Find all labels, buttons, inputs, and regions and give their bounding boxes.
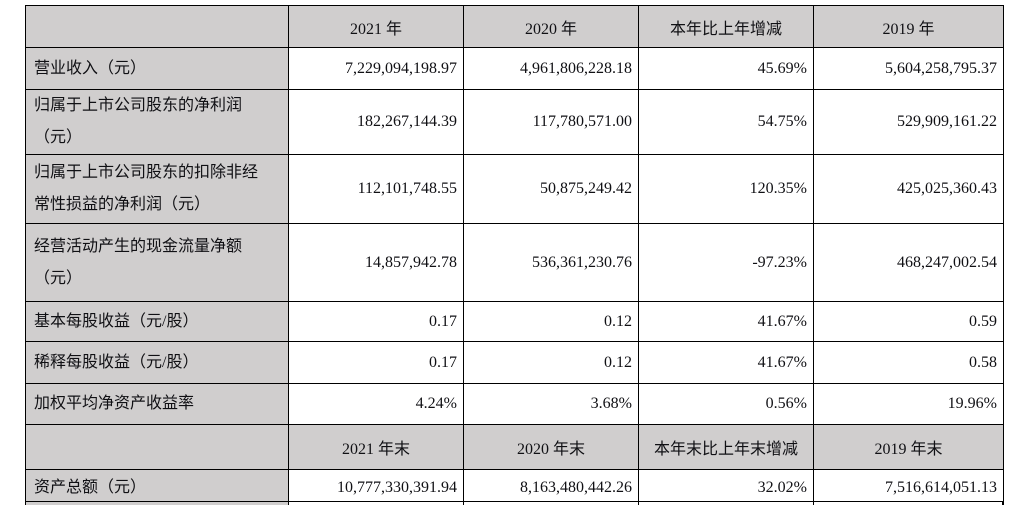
value-2021: 0.17 (288, 301, 464, 342)
partial-value-cell (638, 502, 813, 505)
table-row-total-assets: 资产总额（元） 10,777,330,391.94 8,163,480,442.… (25, 469, 1004, 505)
row-label: 归属于上市公司股东的净利润（元） (25, 89, 289, 155)
header-2019: 2019 年 (813, 5, 1004, 48)
value-2019: 0.59 (813, 301, 1004, 342)
row-label: 基本每股收益（元/股） (25, 301, 289, 342)
table-row-diluted-eps: 稀释每股收益（元/股） 0.17 0.12 41.67% 0.58 (25, 341, 1004, 384)
partial-value-cell (813, 502, 1003, 505)
header-empty-cell (25, 424, 289, 470)
partial-value-cell (463, 502, 638, 505)
value-2021: 7,229,094,198.97 (288, 47, 464, 90)
value-2020: 536,361,230.76 (463, 223, 639, 302)
value-2021: 112,101,748.55 (288, 154, 464, 224)
value-2021: 14,857,942.78 (288, 223, 464, 302)
value-2020: 3.68% (463, 383, 639, 425)
value-2020: 0.12 (463, 341, 639, 384)
row-label: 资产总额（元） (25, 469, 289, 505)
header-empty-cell (25, 5, 289, 48)
row-label: 归属于上市公司股东的扣除非经常性损益的净利润（元） (25, 154, 289, 224)
header-2021: 2021 年 (288, 5, 464, 48)
table-row-weighted-avg-roe: 加权平均净资产收益率 4.24% 3.68% 0.56% 19.96% (25, 383, 1004, 425)
table-row-operating-cash-flow: 经营活动产生的现金流量净额（元） 14,857,942.78 536,361,2… (25, 223, 1004, 302)
table-row-net-profit-excl-nonrecurring: 归属于上市公司股东的扣除非经常性损益的净利润（元） 112,101,748.55… (25, 154, 1004, 224)
value-change: 41.67% (638, 341, 814, 384)
header-yoy-change: 本年比上年增减 (638, 5, 814, 48)
value-2021: 182,267,144.39 (288, 89, 464, 155)
value-change: 120.35% (638, 154, 814, 224)
value-2019: 7,516,614,051.13 (813, 469, 1004, 505)
row-label: 稀释每股收益（元/股） (25, 341, 289, 384)
next-row-partial (25, 501, 1003, 505)
header-row-annual: 2021 年 2020 年 本年比上年增减 2019 年 (25, 5, 1004, 48)
table-row-revenue: 营业收入（元） 7,229,094,198.97 4,961,806,228.1… (25, 47, 1004, 90)
value-2021: 0.17 (288, 341, 464, 384)
financial-summary-table: 2021 年 2020 年 本年比上年增减 2019 年 营业收入（元） 7,2… (25, 5, 1004, 505)
value-2020: 4,961,806,228.18 (463, 47, 639, 90)
header-row-end-of-year: 2021 年末 2020 年末 本年末比上年末增减 2019 年末 (25, 424, 1004, 470)
value-change: 0.56% (638, 383, 814, 425)
value-change: 41.67% (638, 301, 814, 342)
value-change: 54.75% (638, 89, 814, 155)
value-2021: 10,777,330,391.94 (288, 469, 464, 505)
value-2021: 4.24% (288, 383, 464, 425)
header-2020: 2020 年 (463, 5, 639, 48)
value-2019: 5,604,258,795.37 (813, 47, 1004, 90)
header-2020-eoy: 2020 年末 (463, 424, 639, 470)
value-2019: 529,909,161.22 (813, 89, 1004, 155)
value-2020: 8,163,480,442.26 (463, 469, 639, 505)
value-2019: 425,025,360.43 (813, 154, 1004, 224)
table-row-net-profit: 归属于上市公司股东的净利润（元） 182,267,144.39 117,780,… (25, 89, 1004, 155)
header-eoy-change: 本年末比上年末增减 (638, 424, 814, 470)
partial-label-cell (25, 502, 288, 505)
value-2019: 0.58 (813, 341, 1004, 384)
partial-value-cell (288, 502, 463, 505)
row-label: 加权平均净资产收益率 (25, 383, 289, 425)
value-change: 32.02% (638, 469, 814, 505)
value-2020: 50,875,249.42 (463, 154, 639, 224)
header-2021-eoy: 2021 年末 (288, 424, 464, 470)
table-row-basic-eps: 基本每股收益（元/股） 0.17 0.12 41.67% 0.59 (25, 301, 1004, 342)
value-2019: 468,247,002.54 (813, 223, 1004, 302)
row-label: 营业收入（元） (25, 47, 289, 90)
value-2020: 0.12 (463, 301, 639, 342)
row-label: 经营活动产生的现金流量净额（元） (25, 223, 289, 302)
value-2020: 117,780,571.00 (463, 89, 639, 155)
value-change: -97.23% (638, 223, 814, 302)
value-2019: 19.96% (813, 383, 1004, 425)
value-change: 45.69% (638, 47, 814, 90)
header-2019-eoy: 2019 年末 (813, 424, 1004, 470)
